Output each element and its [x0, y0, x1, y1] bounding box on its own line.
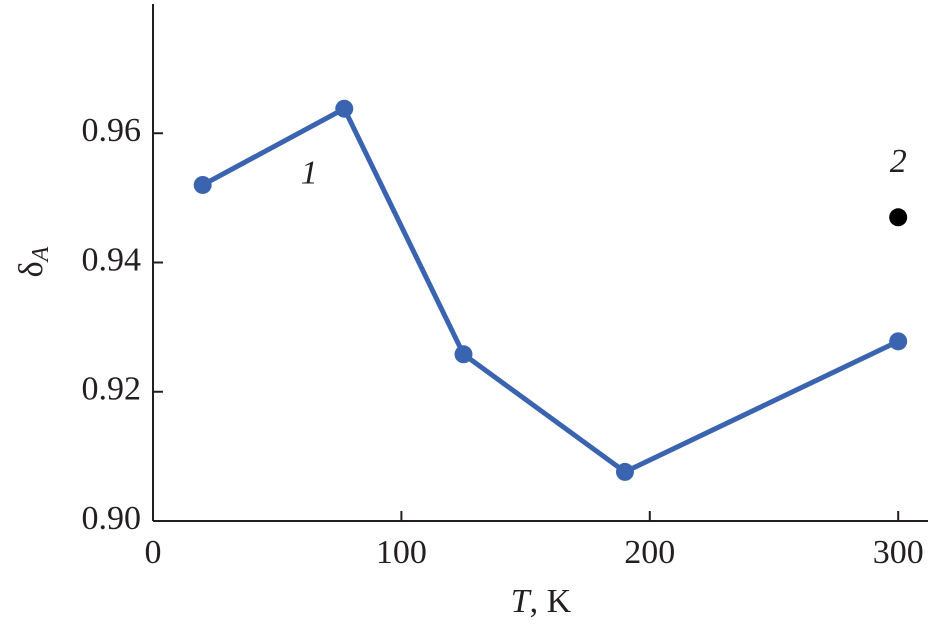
x-tick-label: 200	[624, 534, 675, 571]
data-point	[615, 462, 634, 481]
x-tick-label: 100	[376, 534, 427, 571]
x-tick-label: 0	[145, 534, 162, 571]
data-point	[335, 99, 354, 118]
y-axis-label: δA	[13, 246, 54, 277]
x-tick-label: 300	[873, 534, 924, 571]
series-label: 2	[890, 143, 907, 180]
data-point	[889, 332, 908, 351]
data-point	[889, 208, 908, 227]
x-axis-label: T, K	[511, 583, 572, 620]
y-tick-label: 0.90	[82, 500, 142, 537]
y-tick-label: 0.94	[82, 241, 142, 278]
y-tick-label: 0.96	[82, 112, 142, 149]
y-tick-label: 0.92	[82, 371, 142, 408]
series-label: 1	[301, 154, 318, 191]
data-point	[193, 175, 212, 194]
data-point	[454, 345, 473, 364]
